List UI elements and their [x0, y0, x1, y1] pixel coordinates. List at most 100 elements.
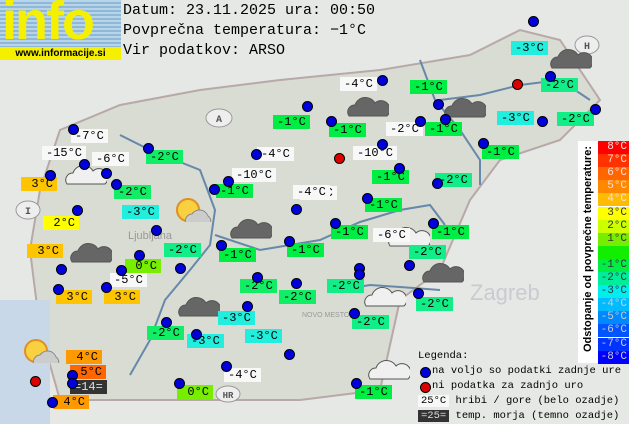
station-dot-missing[interactable]	[30, 376, 41, 387]
station-dot-ok[interactable]	[252, 272, 263, 283]
station-dot-ok[interactable]	[351, 378, 362, 389]
station-dot-ok[interactable]	[302, 101, 313, 112]
station-dot-ok[interactable]	[174, 378, 185, 389]
station-temperature-label: 0°C	[125, 259, 161, 273]
station-dot-ok[interactable]	[216, 240, 227, 251]
scale-cell: -6°C	[598, 324, 629, 338]
station-dot-ok[interactable]	[428, 218, 439, 229]
station-temperature-label: -2°C	[557, 112, 594, 126]
legend-title: Legenda:	[418, 350, 469, 362]
station-dot-ok[interactable]	[413, 288, 424, 299]
station-temperature-label: -1°C	[482, 145, 519, 159]
station-dot-ok[interactable]	[528, 16, 539, 27]
station-dot-ok[interactable]	[111, 179, 122, 190]
station-dot-ok[interactable]	[116, 265, 127, 276]
station-dot-ok[interactable]	[151, 225, 162, 236]
station-temperature-label: -3°C	[511, 41, 548, 55]
station-dot-missing[interactable]	[512, 79, 523, 90]
station-dot-ok[interactable]	[326, 116, 337, 127]
station-dot-ok[interactable]	[433, 99, 444, 110]
station-dot-ok[interactable]	[221, 361, 232, 372]
station-dot-ok[interactable]	[143, 143, 154, 154]
station-dot-ok[interactable]	[53, 284, 64, 295]
station-dot-ok[interactable]	[404, 260, 415, 271]
cloud-icon	[422, 263, 464, 283]
station-dot-ok[interactable]	[415, 116, 426, 127]
station-temperature-label: -2°C	[352, 315, 389, 329]
station-temperature-label: 4°C	[53, 395, 89, 409]
station-dot-ok[interactable]	[291, 278, 302, 289]
legend-sea-sample: =25=	[418, 410, 450, 422]
station-dot-ok[interactable]	[432, 178, 443, 189]
station-dot-ok[interactable]	[242, 301, 253, 312]
scale-cell: -2°C	[598, 272, 629, 286]
station-temperature-label: -2°C	[146, 150, 183, 164]
station-dot-ok[interactable]	[284, 349, 295, 360]
station-dot-ok[interactable]	[284, 236, 295, 247]
average-temperature: Povprečna temperatura: −1°C	[123, 22, 367, 39]
scale-cell: 2°C	[598, 219, 629, 233]
legend: Legenda: na voljo so podatki zadnje ure …	[418, 349, 621, 424]
station-dot-ok[interactable]	[251, 149, 262, 160]
scale-cell: 3°C	[598, 206, 629, 220]
country-label-italy: I	[25, 207, 31, 218]
station-dot-ok[interactable]	[45, 170, 56, 181]
station-dot-ok[interactable]	[349, 308, 360, 319]
station-dot-ok[interactable]	[291, 204, 302, 215]
station-temperature-label: -1°C	[273, 115, 310, 129]
legend-sea-text: temp. morja (temno ozadje)	[455, 410, 620, 422]
cloud-icon	[70, 243, 112, 263]
logo[interactable]: info www.informacije.si	[0, 0, 121, 60]
station-temperature-label: -1°C	[216, 184, 253, 198]
station-dot-ok[interactable]	[209, 184, 220, 195]
city-label-novo-mesto: NOVO MESTO	[302, 312, 350, 319]
station-dot-ok[interactable]	[175, 263, 186, 274]
station-dot-ok[interactable]	[101, 282, 112, 293]
station-dot-ok[interactable]	[590, 104, 601, 115]
logo-url[interactable]: www.informacije.si	[0, 47, 121, 60]
station-dot-ok[interactable]	[101, 168, 112, 179]
legend-row-ok: na voljo so podatki zadnje ure	[418, 364, 621, 379]
station-dot-ok[interactable]	[362, 193, 373, 204]
station-temperature-label: -10°C	[232, 168, 277, 182]
station-dot-ok[interactable]	[68, 124, 79, 135]
scale-cell: -4°C	[598, 298, 629, 312]
legend-row-sea: =25= temp. morja (temno ozadje)	[418, 409, 621, 424]
city-label-zagreb: Zagreb	[470, 280, 540, 305]
station-dot-ok[interactable]	[47, 397, 58, 408]
cloud-icon	[347, 97, 389, 117]
station-dot-ok[interactable]	[79, 159, 90, 170]
station-dot-ok[interactable]	[545, 71, 556, 82]
station-dot-ok[interactable]	[377, 139, 388, 150]
station-temperature-label: -1°C	[355, 385, 392, 399]
svg-text:· · ·: · · ·	[378, 379, 402, 381]
station-dot-ok[interactable]	[223, 176, 234, 187]
station-temperature-label: 4°C	[66, 350, 102, 364]
station-dot-missing[interactable]	[334, 153, 345, 164]
station-temperature-label: -2°C	[416, 297, 453, 311]
scale-cell: -5°C	[598, 311, 629, 325]
station-dot-ok[interactable]	[478, 138, 489, 149]
station-dot-ok[interactable]	[354, 269, 365, 280]
scale-cell: 5°C	[598, 180, 629, 194]
station-dot-ok[interactable]	[330, 218, 341, 229]
station-temperature-label: -1°C	[219, 248, 256, 262]
station-dot-ok[interactable]	[191, 329, 202, 340]
station-dot-ok[interactable]	[161, 317, 172, 328]
station-dot-ok[interactable]	[537, 116, 548, 127]
station-temperature-label: -2°C	[327, 279, 364, 293]
station-dot-ok[interactable]	[377, 75, 388, 86]
station-temperature-label: -1°C	[410, 80, 447, 94]
station-dot-ok[interactable]	[134, 250, 145, 261]
country-label-hungary: H	[584, 42, 590, 53]
legend-mountain-text: hribi / gore (belo ozadje)	[455, 395, 620, 407]
station-dot-ok[interactable]	[67, 378, 78, 389]
scale-title: Odstopanje od povprečne temperature:	[582, 146, 594, 352]
station-dot-ok[interactable]	[56, 264, 67, 275]
city-label-ljubljana: Ljubljana	[128, 230, 173, 242]
station-dot-ok[interactable]	[440, 114, 451, 125]
legend-row-missing: ni podatka za zadnjo uro	[418, 379, 621, 394]
scale-cell: 7°C	[598, 154, 629, 168]
station-dot-ok[interactable]	[72, 205, 83, 216]
station-dot-ok[interactable]	[394, 163, 405, 174]
